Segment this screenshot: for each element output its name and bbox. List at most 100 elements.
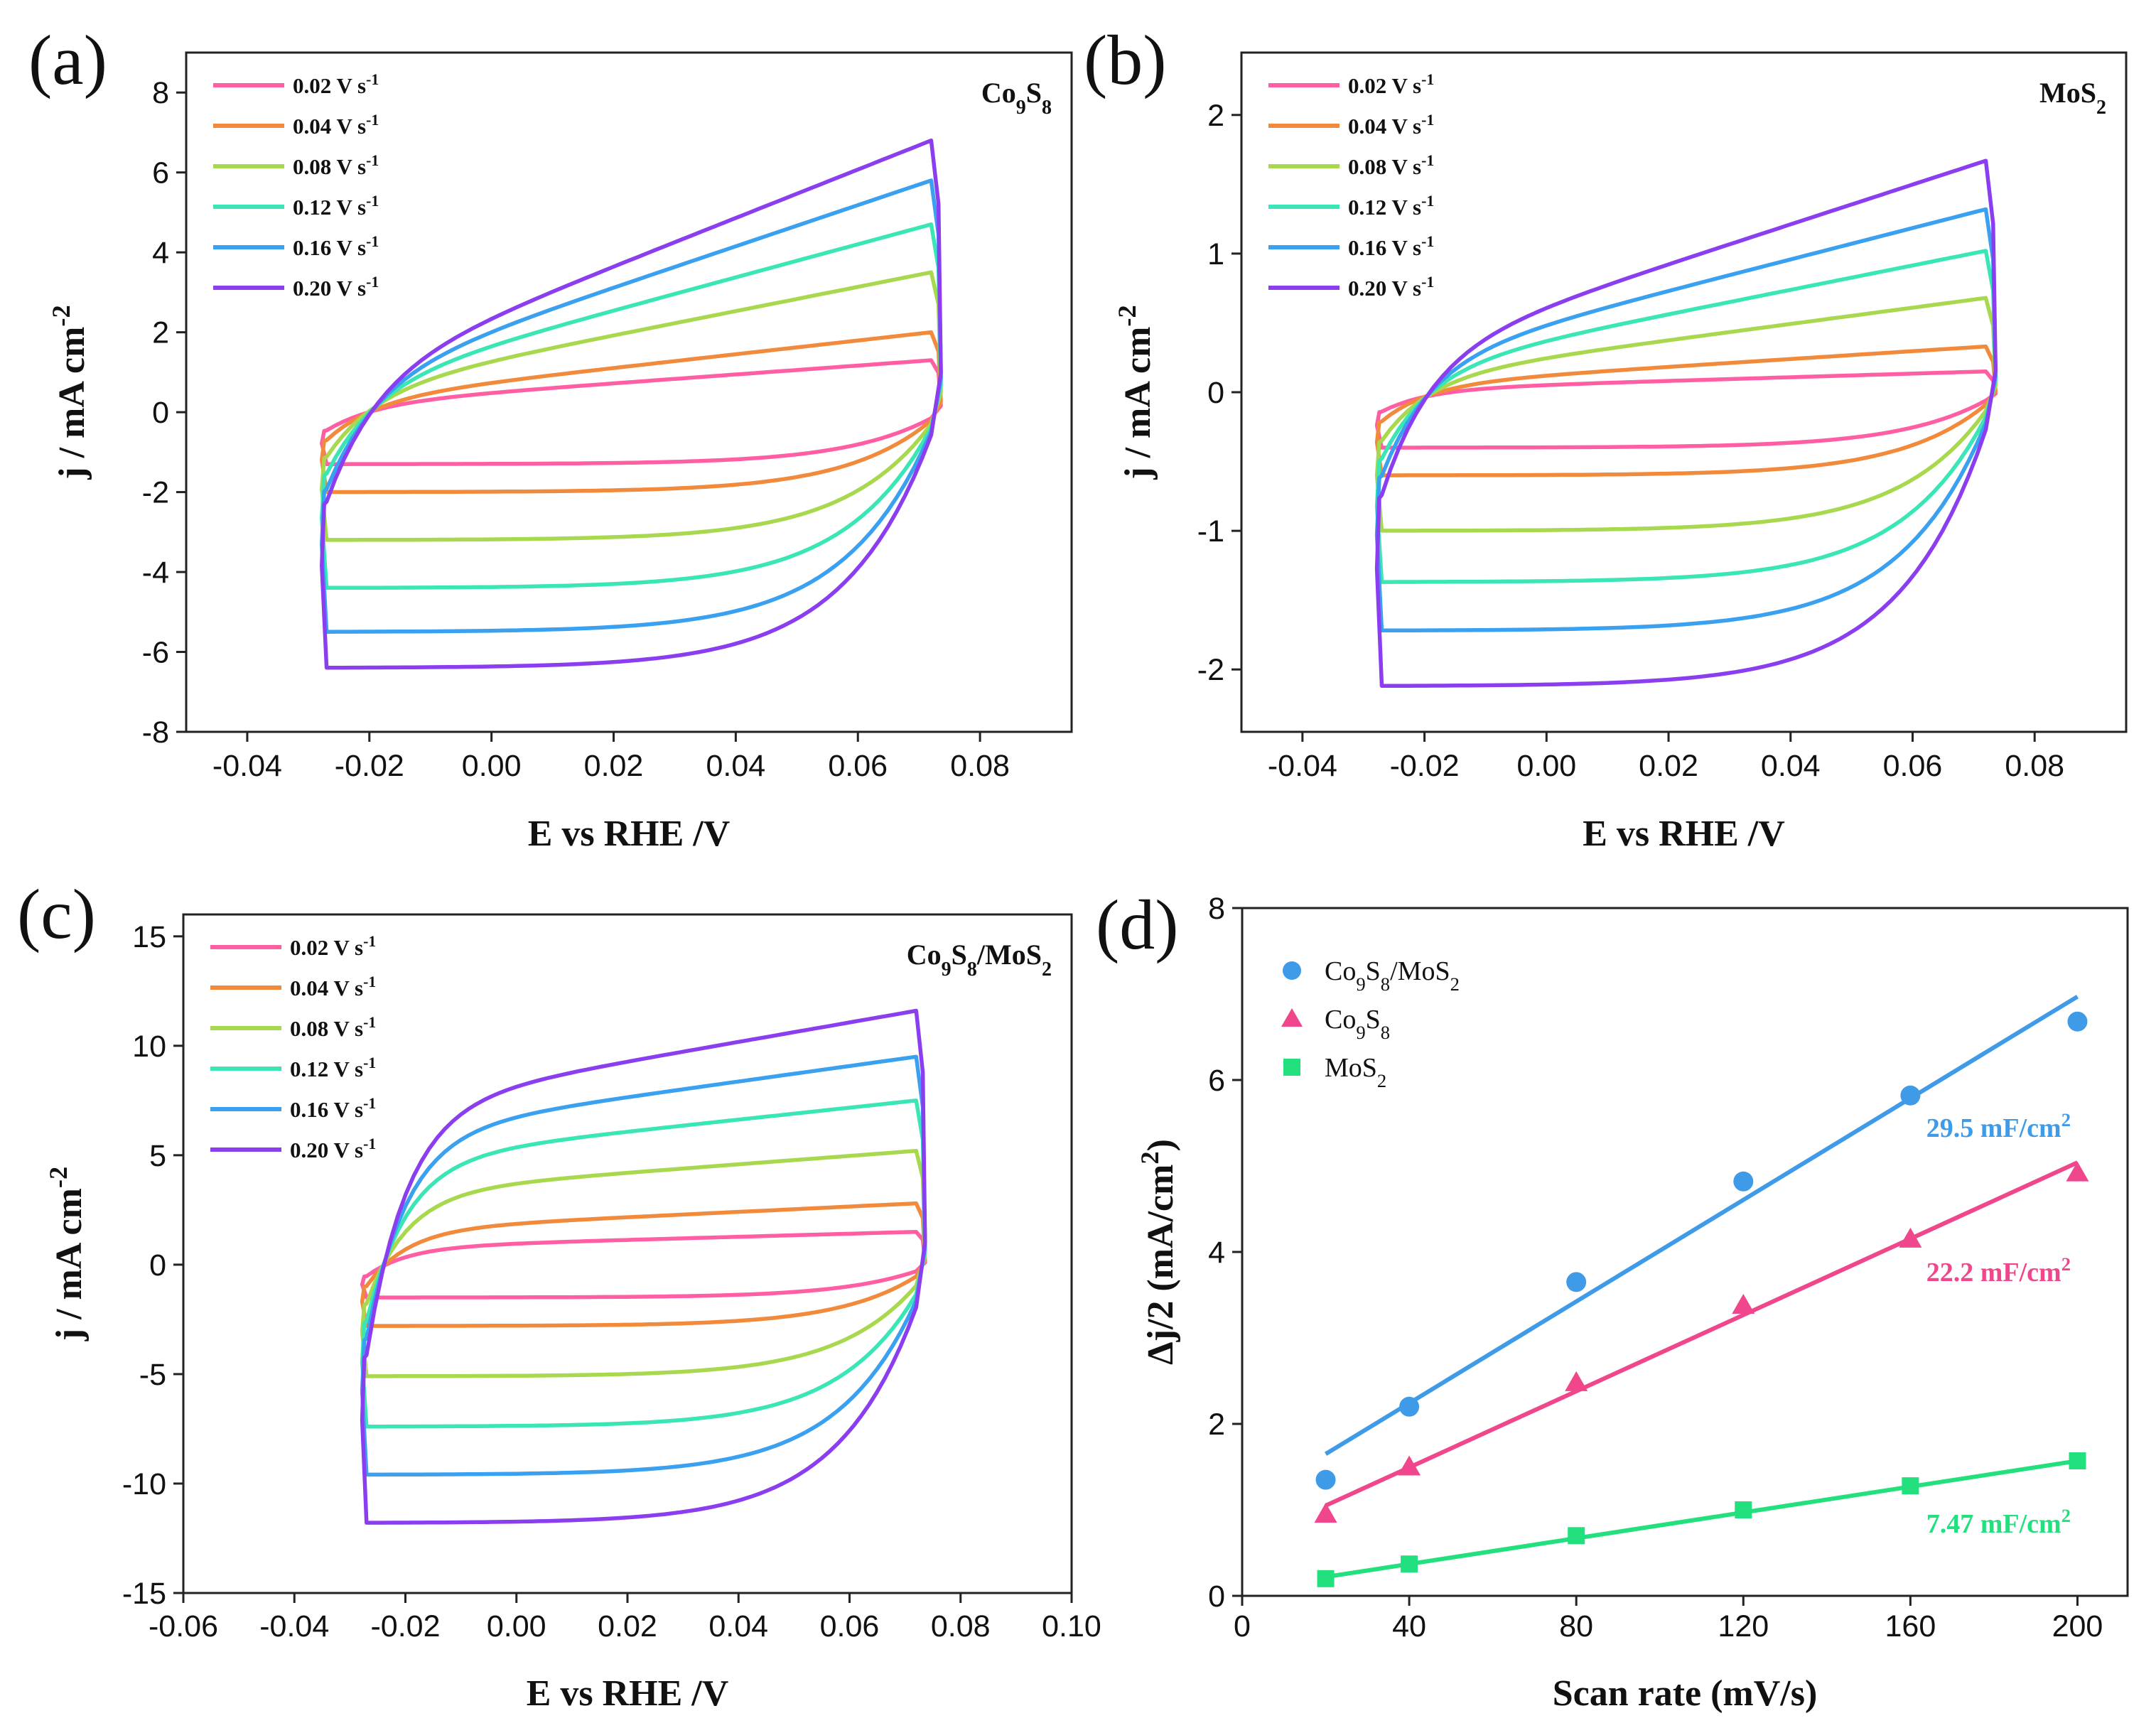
x-axis-label: Scan rate (mV/s) xyxy=(1553,1673,1818,1714)
data-point xyxy=(2066,1161,2089,1182)
legend-label: 0.16 V s-1 xyxy=(1348,233,1434,260)
data-point xyxy=(1732,1294,1755,1314)
x-tick-label: 0.08 xyxy=(950,749,1010,783)
y-axis-label: j / mA cm-2 xyxy=(47,305,92,480)
y-axis-label: j / mA cm-2 xyxy=(1113,305,1158,480)
sample-label: MoS2 xyxy=(2039,77,2106,119)
cv-curve-series-5 xyxy=(360,1008,927,1525)
panel-letter: (a) xyxy=(28,21,107,99)
x-tick-label: 0.02 xyxy=(1639,749,1698,783)
x-tick-label: 40 xyxy=(1392,1609,1426,1643)
data-point xyxy=(1399,1396,1420,1417)
fit-line-series-1 xyxy=(1325,1160,2079,1508)
y-tick-label: 15 xyxy=(132,920,166,954)
y-tick-label: 0 xyxy=(152,396,169,430)
cv-curve-series-0 xyxy=(360,1229,927,1300)
y-tick-label: 2 xyxy=(1207,99,1224,133)
data-point xyxy=(1315,1469,1336,1490)
legend-label: Co9S8 xyxy=(1325,1005,1390,1043)
x-tick-label: 0.06 xyxy=(1883,749,1943,783)
y-axis-label: j / mA cm-2 xyxy=(44,1167,90,1342)
x-tick-label: 0.02 xyxy=(598,1609,657,1643)
cv-curve-series-5 xyxy=(320,138,943,670)
x-tick-label: 0.02 xyxy=(584,749,644,783)
x-axis-label: E vs RHE /V xyxy=(527,1673,729,1714)
cv-curve-series-2 xyxy=(320,270,943,542)
y-tick-label: -8 xyxy=(142,716,169,750)
legend-label: 0.12 V s-1 xyxy=(290,1054,376,1081)
panel-d: (d) 0 40 80 120 160 200 0 2 4 6 8 Scan rate (mV/s) Δj… xyxy=(1096,885,2129,1714)
x-tick-label: 0.04 xyxy=(708,1609,768,1643)
data-point xyxy=(1900,1085,1921,1106)
cv-curve-series-4 xyxy=(1374,207,1998,633)
data-point xyxy=(1401,1555,1418,1573)
legend-label: MoS2 xyxy=(1325,1053,1386,1091)
x-tick-label: 0.06 xyxy=(828,749,888,783)
x-tick-label: -0.02 xyxy=(1390,749,1460,783)
y-tick-label: -5 xyxy=(139,1358,166,1392)
legend-label: 0.08 V s-1 xyxy=(290,1014,376,1041)
y-tick-label: -6 xyxy=(142,636,169,670)
data-point xyxy=(1317,1570,1335,1587)
fit-line-series-2 xyxy=(1325,1459,2078,1580)
legend-marker xyxy=(1283,1059,1300,1076)
x-tick-label: 0.04 xyxy=(1761,749,1821,783)
x-tick-label: -0.04 xyxy=(259,1609,329,1643)
panel-b: (b) -0.04 -0.02 0.00 0.02 0.04 0.06 0.08 -2 -1 0 1 2… xyxy=(1084,21,2128,854)
y-tick-label: -1 xyxy=(1197,514,1224,549)
legend-label: 0.12 V s-1 xyxy=(1348,193,1434,220)
x-tick-label: 0.08 xyxy=(931,1609,991,1643)
cv-curve-series-2 xyxy=(360,1148,927,1378)
cv-curve-series-4 xyxy=(360,1054,927,1477)
y-tick-label: 0 xyxy=(1208,1580,1225,1614)
legend-label: 0.12 V s-1 xyxy=(293,193,379,220)
legend-marker xyxy=(1281,1008,1303,1027)
data-point xyxy=(1314,1503,1337,1523)
cv-curve-series-2 xyxy=(1374,296,1998,533)
y-tick-label: 2 xyxy=(152,316,169,350)
legend-label: 0.16 V s-1 xyxy=(293,233,379,260)
data-point xyxy=(1902,1477,1919,1495)
legend-label: 0.08 V s-1 xyxy=(293,152,379,179)
cv-curve-series-5 xyxy=(1374,158,1998,688)
data-point xyxy=(1398,1455,1421,1476)
y-tick-label: 4 xyxy=(152,236,169,270)
y-tick-label: -2 xyxy=(1197,653,1224,687)
x-tick-label: -0.04 xyxy=(1268,749,1337,783)
y-tick-label: 4 xyxy=(1208,1236,1225,1270)
panel-c: (c) -0.06 -0.04 -0.02 0.00 0.02 0.04 0.06 0.08 0.… xyxy=(17,875,1101,1714)
panel-letter: (b) xyxy=(1084,21,1167,99)
y-tick-label: 1 xyxy=(1207,237,1224,271)
legend-marker xyxy=(1283,961,1301,980)
plot-frame xyxy=(185,51,1073,733)
data-point xyxy=(1568,1527,1585,1545)
y-tick-label: 2 xyxy=(1208,1408,1225,1442)
fit-line-series-0 xyxy=(1324,995,2079,1456)
y-tick-label: 8 xyxy=(152,76,169,110)
x-tick-label: 0.00 xyxy=(487,1609,546,1643)
x-tick-label: -0.02 xyxy=(335,749,404,783)
x-tick-label: -0.04 xyxy=(212,749,282,783)
data-point xyxy=(1733,1171,1754,1192)
capacitance-label: 22.2 mF/cm2 xyxy=(1926,1253,2071,1287)
y-tick-label: 0 xyxy=(1207,376,1224,410)
x-tick-label: 0.04 xyxy=(706,749,766,783)
x-tick-label: 120 xyxy=(1718,1609,1769,1643)
cv-curve-series-1 xyxy=(360,1201,927,1328)
panel-letter: (d) xyxy=(1096,885,1179,964)
y-tick-label: 5 xyxy=(149,1139,166,1173)
x-tick-label: 0.00 xyxy=(462,749,522,783)
data-point xyxy=(1565,1371,1588,1391)
legend-label: 0.08 V s-1 xyxy=(1348,152,1434,179)
x-tick-label: -0.06 xyxy=(149,1609,218,1643)
x-tick-label: 80 xyxy=(1559,1609,1593,1643)
x-tick-label: 0.10 xyxy=(1042,1609,1101,1643)
legend-label: 0.20 V s-1 xyxy=(1348,274,1434,301)
cv-curve-series-1 xyxy=(1374,344,1998,477)
legend-label: 0.04 V s-1 xyxy=(293,112,379,139)
legend-label: 0.02 V s-1 xyxy=(1348,71,1434,98)
sample-label: Co9S8 xyxy=(981,77,1052,119)
x-axis-label: E vs RHE /V xyxy=(1583,814,1785,854)
x-tick-label: 0.00 xyxy=(1516,749,1576,783)
